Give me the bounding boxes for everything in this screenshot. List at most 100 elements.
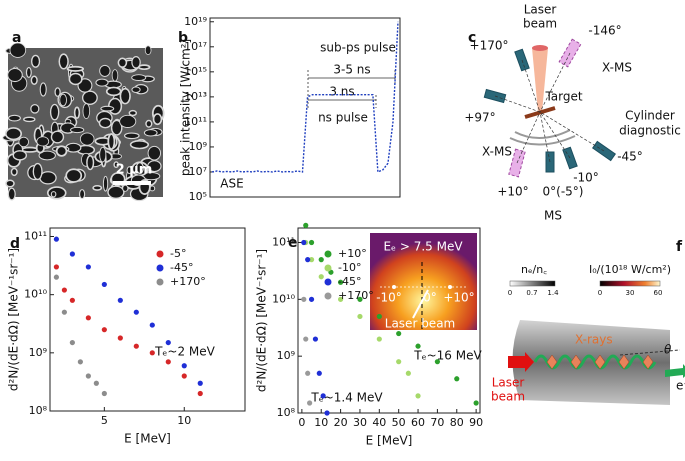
y-tick-label: 10⁸ [29,404,48,417]
data-point [197,390,203,397]
data-point [85,315,91,321]
y-tick-label: 10¹⁵ [184,65,207,78]
diagram-label: Laser [492,376,525,390]
data-point [165,359,171,365]
pore [54,87,61,97]
plot-frame [297,227,481,414]
colorbar-tick: 0 [508,289,512,297]
data-point [303,222,309,228]
panel-label: b [178,30,188,46]
y-tick-label: 10¹⁰ [24,288,47,301]
pore [58,53,69,70]
annotation: Tₑ~16 MeV [413,349,482,363]
x-tick-label: 20 [334,416,348,429]
y-tick-label: 10¹¹ [272,236,295,249]
panel-label: d [10,236,20,252]
annotation: 3-5 ns [333,63,370,77]
diagram-label: 0°(-5°) [543,185,584,199]
data-point [149,350,155,356]
pore [79,189,86,200]
pore [4,127,23,141]
data-point [337,279,344,285]
colorbar-tick: 30 [626,289,635,297]
inset-energy: Eₑ > 7.5 MeV [383,240,463,254]
data-point [69,297,75,303]
pore [59,93,67,107]
pore [7,114,21,122]
data-point [101,327,107,333]
pore [98,117,112,129]
pore [38,150,56,161]
b-arrows [307,70,396,108]
x-axis-label: E [MeV] [366,434,413,448]
data-point [93,380,99,386]
x-tick-label: 10 [177,414,191,427]
data-point [197,380,203,386]
legend-label: -45° [170,261,193,274]
pore [107,185,125,199]
x-tick-label: 90 [469,416,483,429]
legend-label: -45° [338,275,361,288]
x-tick-label: 60 [411,416,425,429]
data-point [53,236,59,242]
legend-label: +10° [338,247,367,260]
pore [55,145,68,157]
annotation: ASE [220,177,243,191]
pore [137,64,151,71]
data-point [53,264,59,270]
pore [65,168,83,183]
data-point [324,410,330,416]
pore [81,90,98,105]
diagram-label: diagnostic [619,124,681,138]
data-point [101,281,107,288]
data-point [307,400,313,406]
pore [5,179,15,188]
plot-frame [209,17,401,198]
data-point [149,322,155,328]
y-tick-label: 10⁷ [189,165,207,178]
data-point [301,239,307,246]
y-tick-label: 10⁹ [277,349,295,362]
diagram-label: +97° [464,111,495,125]
pore [111,69,119,82]
scale-bar [113,181,151,185]
colorbar-title: nₑ/n꜀ [521,263,547,276]
data-point [357,313,363,320]
diagram-label: Laser [524,3,557,17]
data-point [308,296,315,302]
inset-angle: 0° [423,291,437,305]
data-point [415,393,421,399]
data-point [318,257,324,263]
data-point [117,335,123,341]
pore [73,106,81,119]
annotation: ns pulse [318,111,368,125]
legend-marker [156,250,164,258]
data-point [53,274,59,280]
diagram-label: -10° [573,171,599,185]
data-point [85,373,91,379]
annotation: Tₑ~1.4 MeV [310,391,383,405]
data-point [61,287,67,293]
diagram-label: beam [491,390,525,404]
pore [131,56,141,69]
pore [9,42,27,58]
x-tick-label: 10 [314,416,328,429]
pore [102,175,109,192]
pore [86,154,95,171]
y-tick-label: 10¹⁷ [184,40,207,53]
y-tick-label: 10¹¹ [184,115,207,128]
colorbar-tick: 60 [654,289,663,297]
data-point [305,257,311,263]
data-point [61,309,67,315]
x-tick-label: 40 [372,416,386,429]
legend-marker [156,278,164,286]
colorbar-tick: 0 [598,289,602,297]
legend-label: +170° [338,289,374,302]
pore [82,103,91,119]
pore [50,130,65,144]
annotation: Tₑ~2 MeV [154,345,216,359]
data-point [316,370,322,376]
x-tick-label: 70 [430,416,444,429]
diagram-label: +170° [470,39,509,53]
y-tick-label: 10⁸ [277,406,296,419]
